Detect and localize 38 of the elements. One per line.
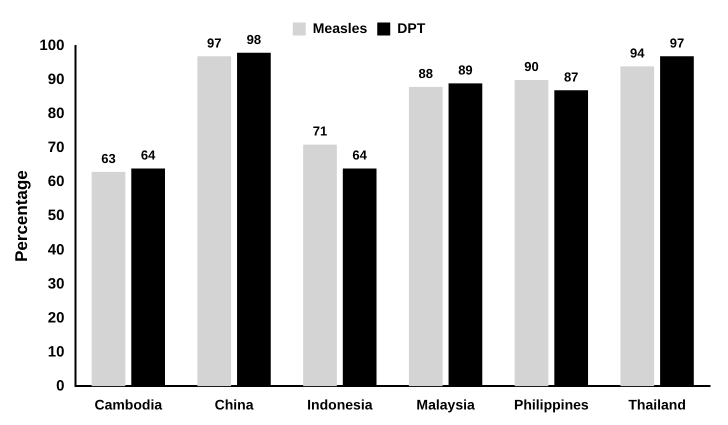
legend-label: Measles bbox=[312, 20, 368, 36]
data-label: 98 bbox=[246, 32, 262, 47]
bar bbox=[303, 144, 337, 386]
y-tick-label: 100 bbox=[39, 37, 64, 54]
x-tick-label: Cambodia bbox=[94, 396, 162, 412]
data-label: 88 bbox=[418, 66, 433, 81]
x-tick-label: Thailand bbox=[628, 396, 686, 412]
bar bbox=[92, 172, 126, 386]
data-label: 94 bbox=[630, 45, 646, 60]
data-label: 90 bbox=[524, 59, 539, 74]
x-tick-label: China bbox=[214, 396, 254, 412]
data-label: 87 bbox=[564, 69, 578, 84]
y-tick-label: 0 bbox=[56, 377, 64, 394]
y-tick-label: 40 bbox=[48, 241, 64, 258]
y-tick-label: 30 bbox=[48, 275, 64, 292]
data-label: 63 bbox=[101, 150, 116, 166]
bar bbox=[408, 86, 443, 386]
data-label: 97 bbox=[207, 35, 222, 50]
data-label: 89 bbox=[458, 62, 473, 78]
x-tick-label: Malaysia bbox=[416, 396, 475, 412]
y-tick-label: 60 bbox=[48, 173, 64, 190]
y-axis-title: Percentage bbox=[12, 170, 31, 262]
x-tick-label: Indonesia bbox=[307, 396, 373, 412]
data-label: 71 bbox=[312, 124, 328, 139]
y-tick-label: 80 bbox=[48, 105, 64, 122]
data-label: 64 bbox=[352, 148, 368, 163]
bar bbox=[197, 56, 232, 386]
bar bbox=[514, 80, 548, 386]
data-label: 64 bbox=[140, 148, 156, 163]
legend-label: DPT bbox=[397, 20, 426, 36]
y-tick-label: 10 bbox=[48, 343, 64, 360]
bar bbox=[620, 66, 654, 386]
y-tick-label: 90 bbox=[48, 71, 64, 88]
x-tick-label: Philippines bbox=[514, 396, 589, 412]
y-tick-label: 20 bbox=[48, 309, 64, 326]
data-label: 97 bbox=[670, 35, 684, 50]
y-tick-label: 50 bbox=[48, 207, 64, 224]
y-tick-label: 70 bbox=[48, 139, 64, 156]
